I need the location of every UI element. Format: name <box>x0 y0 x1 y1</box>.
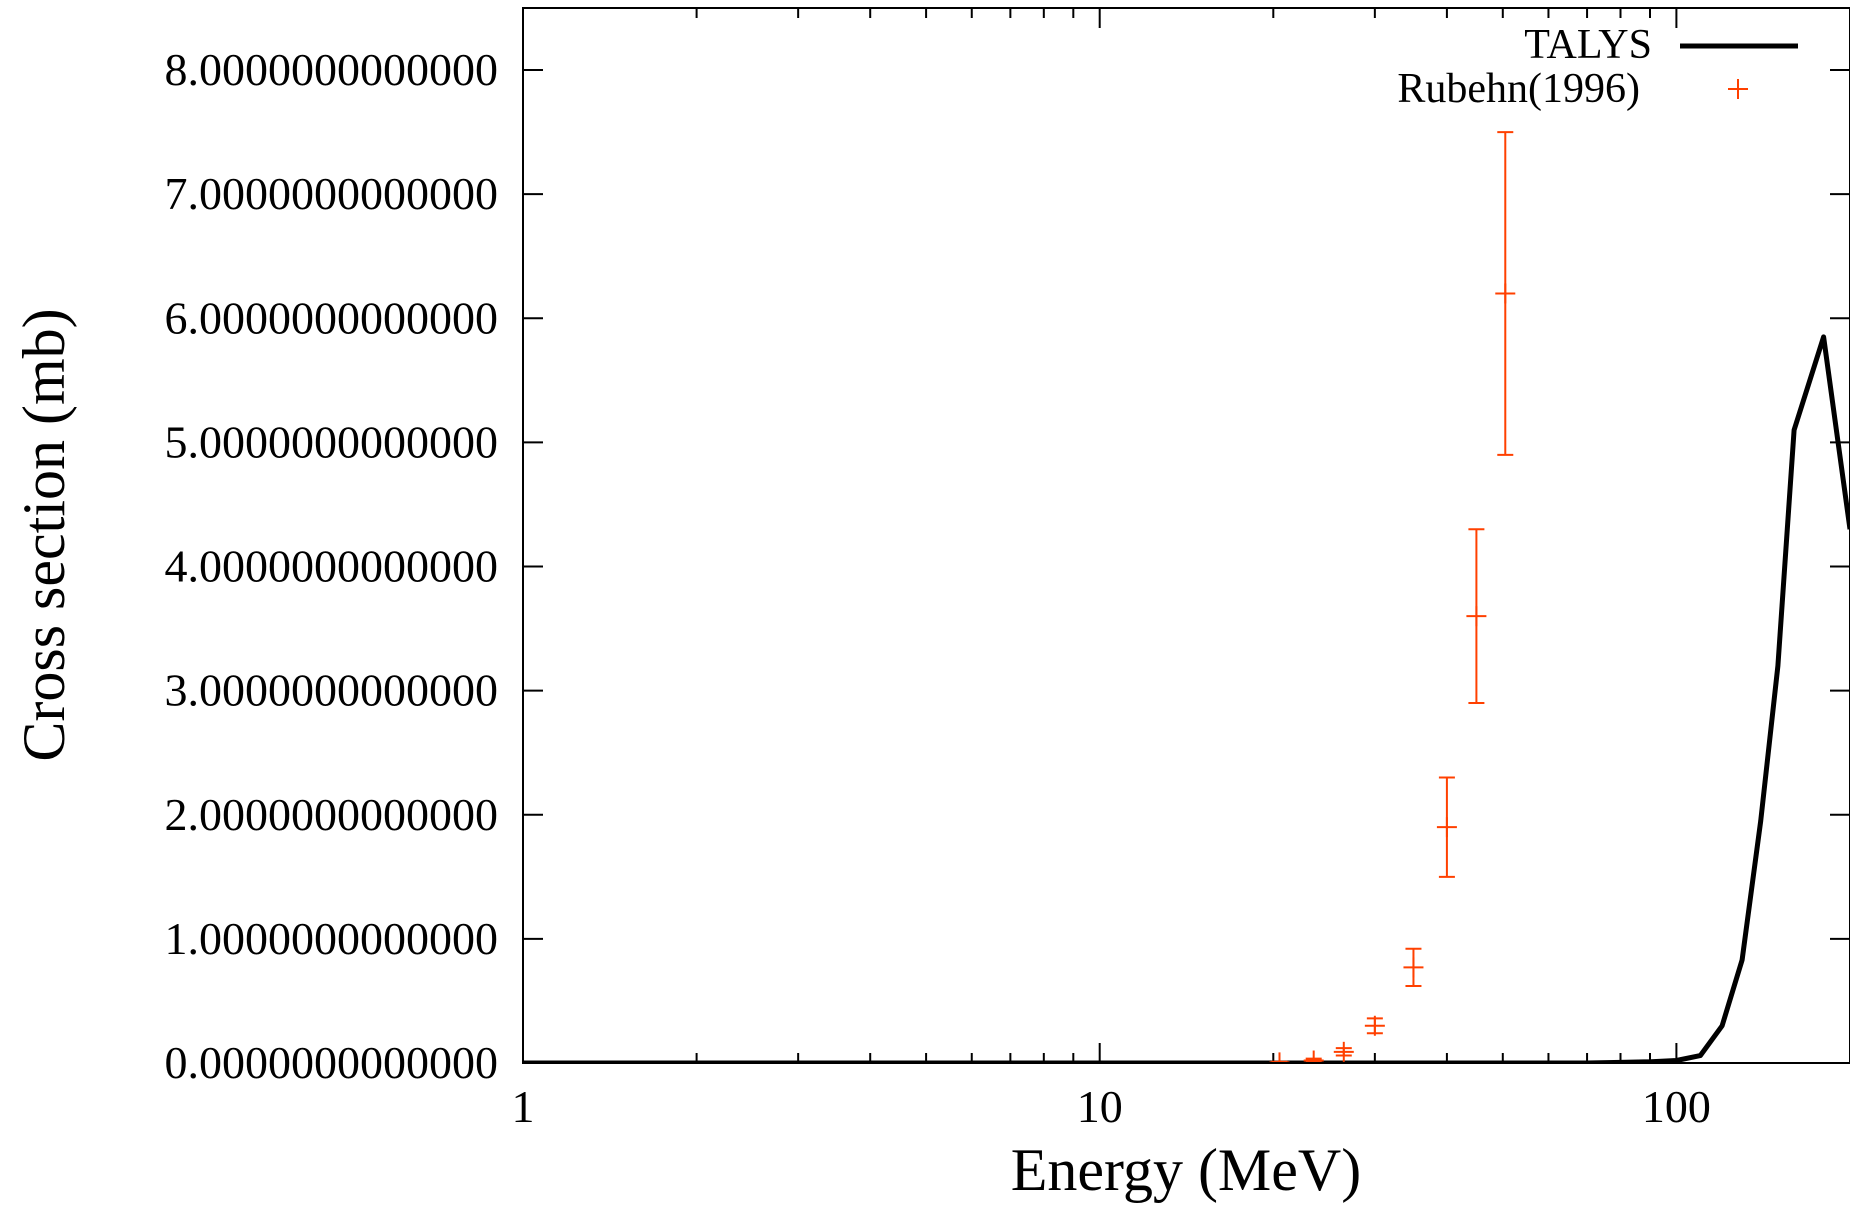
series-layer <box>523 131 1850 1063</box>
y-tick-label: 1.0000000000000 <box>165 913 499 964</box>
y-tick-label: 7.0000000000000 <box>165 168 499 219</box>
legend-label-rubehn: Rubehn(1996) <box>1397 66 1640 112</box>
legend-label-talys: TALYS <box>1524 22 1652 68</box>
y-tick-label: 5.0000000000000 <box>165 416 499 467</box>
plot-frame <box>522 7 1850 1064</box>
data-point-rubehn <box>1436 776 1457 878</box>
y-tick-label: 3.0000000000000 <box>165 665 499 716</box>
y-axis-label: Cross section (mb) <box>11 308 77 761</box>
x-tick-label: 10 <box>1077 1081 1123 1132</box>
data-point-rubehn <box>1333 1041 1354 1062</box>
legend-marker-rubehn <box>1728 79 1748 99</box>
y-tick-label: 2.0000000000000 <box>165 789 499 840</box>
legend: TALYS Rubehn(1996) <box>1397 22 1798 112</box>
y-tick-label: 0.0000000000000 <box>165 1037 499 1088</box>
x-tick-label: 100 <box>1642 1081 1711 1132</box>
tick-labels: 0.0000000000000 1.0000000000000 2.00000000… <box>165 44 1711 1132</box>
data-point-rubehn <box>1403 947 1424 988</box>
data-point-rubehn <box>1364 1015 1385 1036</box>
data-point-rubehn <box>1466 528 1487 705</box>
series-line-talys <box>523 334 1850 1063</box>
x-tick-label: 1 <box>512 1081 535 1132</box>
y-tick-label: 6.0000000000000 <box>165 292 499 343</box>
y-tick-label: 4.0000000000000 <box>165 541 499 592</box>
data-point-rubehn <box>1495 131 1516 456</box>
y-tick-label: 8.0000000000000 <box>165 44 499 95</box>
x-axis-label: Energy (MeV) <box>1011 1137 1361 1203</box>
